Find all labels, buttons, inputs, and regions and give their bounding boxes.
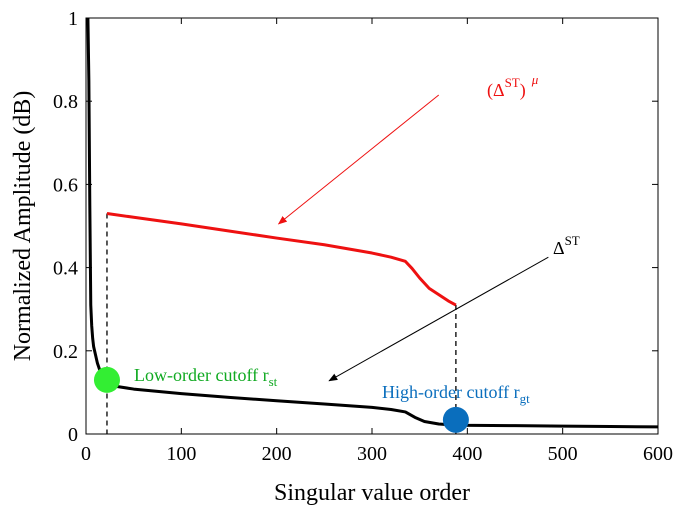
annotation-red-sup2: μ	[531, 72, 539, 87]
low-order-cutoff-base: Low-order cutoff r	[134, 365, 269, 385]
cutoff-marker-0	[93, 366, 120, 393]
annotation-black-base: Δ	[553, 238, 565, 258]
y-axis: 0 0.2 0.4 0.6 0.8 1	[53, 8, 658, 446]
x-axis: 0 100 200 300 400 500 600	[81, 18, 673, 465]
low-order-cutoff-sub: st	[269, 374, 278, 389]
x-tick-label: 600	[643, 443, 673, 465]
series-line-1	[106, 212, 457, 307]
high-order-cutoff-label: High-order cutoff rgt	[382, 382, 530, 406]
y-tick-label: 0.4	[53, 258, 78, 280]
annotation-arrow-0	[277, 94, 440, 225]
dashed-guides	[106, 213, 457, 434]
annotation-black-sup: ST	[565, 233, 580, 248]
y-tick-label: 0.6	[53, 174, 78, 196]
annotation-red-label: (ΔST) μ	[487, 72, 539, 101]
annotation-red-base: (Δ	[487, 80, 505, 101]
y-tick-label: 0.8	[53, 91, 78, 113]
y-tick-label: 0.2	[53, 341, 78, 363]
markers-group	[93, 366, 469, 433]
plot-area	[85, 17, 659, 435]
x-tick-label: 400	[452, 443, 482, 465]
annotation-red-sup: ST	[505, 75, 520, 90]
x-tick-label: 0	[81, 443, 91, 465]
x-axis-label: Singular value order	[274, 480, 470, 506]
y-tick-label: 0	[68, 424, 78, 446]
low-order-cutoff-label: Low-order cutoff rst	[134, 365, 278, 389]
annotation-black-label: ΔST	[553, 233, 580, 258]
x-tick-label: 100	[166, 443, 196, 465]
x-tick-label: 300	[357, 443, 387, 465]
cutoff-marker-1	[442, 406, 469, 433]
high-order-cutoff-base: High-order cutoff r	[382, 382, 520, 402]
x-tick-label: 500	[548, 443, 578, 465]
x-tick-label: 200	[262, 443, 292, 465]
annotation-red-tail: )	[520, 80, 526, 101]
y-axis-label: Normalized Amplitude (dB)	[10, 91, 36, 362]
y-tick-label: 1	[68, 8, 78, 30]
annotation-arrow-1	[328, 256, 549, 382]
annotation-arrows	[277, 94, 549, 382]
high-order-cutoff-sub: gt	[520, 391, 531, 406]
